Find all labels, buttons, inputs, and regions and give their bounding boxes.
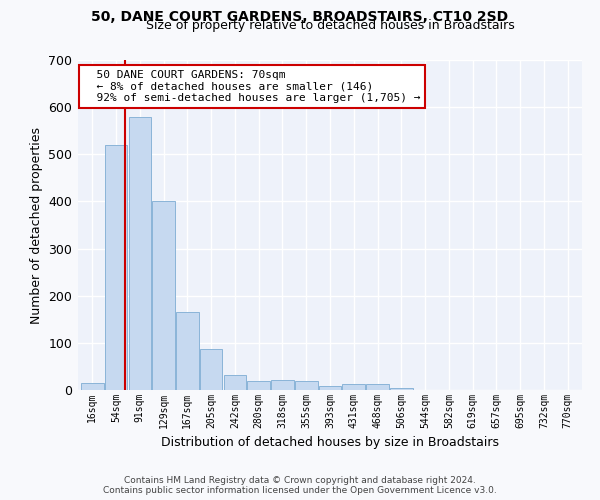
Bar: [200, 348, 223, 390]
Bar: [81, 383, 104, 390]
Bar: [366, 384, 389, 390]
Bar: [176, 312, 199, 390]
Text: 50, DANE COURT GARDENS, BROADSTAIRS, CT10 2SD: 50, DANE COURT GARDENS, BROADSTAIRS, CT1…: [91, 10, 509, 24]
Text: Contains HM Land Registry data © Crown copyright and database right 2024.
Contai: Contains HM Land Registry data © Crown c…: [103, 476, 497, 495]
Text: 50 DANE COURT GARDENS: 70sqm
  ← 8% of detached houses are smaller (146)
  92% o: 50 DANE COURT GARDENS: 70sqm ← 8% of det…: [83, 70, 421, 103]
Bar: [152, 202, 175, 390]
Bar: [390, 388, 413, 390]
Bar: [319, 386, 341, 390]
Bar: [224, 375, 246, 390]
Y-axis label: Number of detached properties: Number of detached properties: [30, 126, 43, 324]
X-axis label: Distribution of detached houses by size in Broadstairs: Distribution of detached houses by size …: [161, 436, 499, 450]
Bar: [128, 116, 151, 390]
Bar: [343, 384, 365, 390]
Bar: [295, 380, 317, 390]
Bar: [247, 380, 270, 390]
Bar: [271, 380, 294, 390]
Title: Size of property relative to detached houses in Broadstairs: Size of property relative to detached ho…: [146, 20, 514, 32]
Bar: [105, 145, 127, 390]
